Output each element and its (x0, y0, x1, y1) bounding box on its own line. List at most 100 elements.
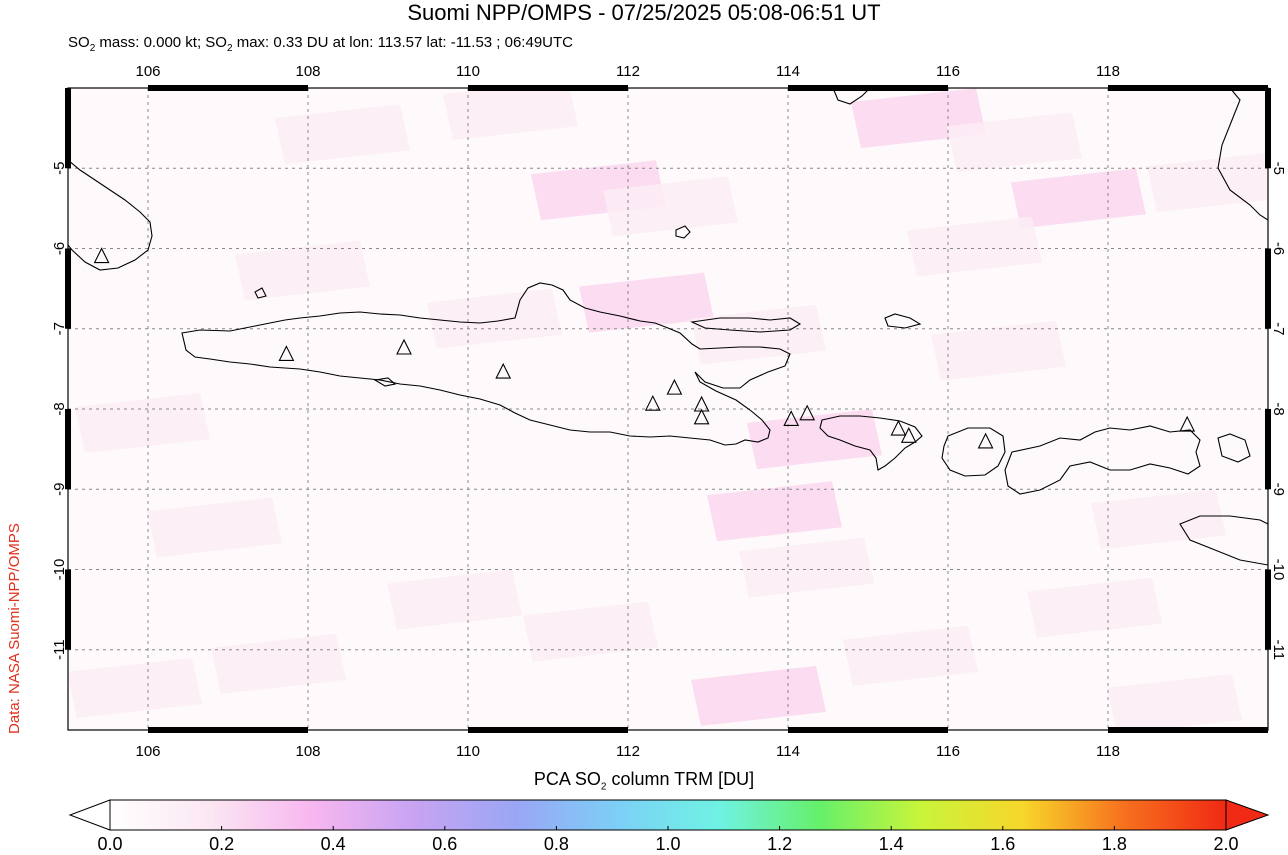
borneo-coastline (832, 88, 871, 105)
lon-tick-label: 114 (776, 63, 800, 80)
frame-bar (468, 85, 628, 91)
lon-tick-label: 118 (1096, 743, 1120, 760)
lat-tick-label: -10 (1270, 559, 1287, 581)
frame-ticks (65, 85, 1271, 733)
so2-cell (1091, 489, 1226, 550)
colorbar-tick-label: 1.6 (990, 834, 1016, 854)
lon-tick-label: 108 (295, 63, 320, 80)
lon-tick-label: 118 (1096, 63, 1120, 80)
so2-cell (747, 409, 882, 470)
colorbar-title: PCA SO2 column TRM [DU] (533, 769, 755, 793)
lat-tick-label: -9 (1270, 483, 1287, 496)
frame-bar (148, 85, 308, 91)
triangle-icon (900, 427, 917, 443)
colorbar-tick-label: 1.8 (1101, 834, 1127, 854)
sumbawa-coastline (1004, 425, 1201, 495)
lon-tick-label: 106 (135, 743, 160, 760)
java-coastline (181, 282, 791, 446)
so2-cell (147, 497, 282, 558)
triangle-icon (396, 338, 412, 355)
lombok-coastline (941, 427, 1006, 477)
so2-cell (523, 601, 658, 662)
frame-bar (468, 727, 628, 733)
triangle-icon (890, 419, 907, 436)
triangle-icon (783, 410, 800, 426)
so2-cell (1107, 673, 1242, 730)
frame-bar (1108, 727, 1268, 733)
lon-tick-label: 116 (936, 63, 960, 80)
lat-tick-label: -8 (51, 402, 68, 415)
so2-cell (275, 104, 410, 165)
triangle-icon (495, 362, 512, 379)
frame-bar (65, 248, 71, 329)
colorbar-tick-label: 1.2 (767, 834, 793, 854)
colorbar-tick-label: 0.6 (432, 834, 458, 854)
colorbar-tick-label: 0.2 (209, 834, 235, 854)
frame-bar (1108, 85, 1268, 91)
so2-cell (603, 176, 738, 237)
colorbar-low-arrow (68, 799, 111, 831)
so2-cell (75, 393, 210, 454)
so2-cell (427, 288, 562, 349)
gridlines (68, 88, 1268, 730)
so2-cell (1027, 577, 1162, 638)
lon-tick-label: 112 (616, 743, 640, 760)
so2-cell (931, 320, 1066, 381)
so2-cell (691, 665, 826, 726)
lon-tick-label: 108 (295, 743, 320, 760)
bali-coastline (819, 415, 923, 471)
frame-bar (788, 727, 948, 733)
triangle-icon (93, 247, 110, 264)
lat-tick-label: -5 (1270, 162, 1287, 175)
small-island (884, 313, 922, 329)
frame-bar (65, 88, 71, 169)
lon-tick-label: 110 (456, 63, 480, 80)
small-island (254, 287, 267, 299)
frame-bar (1265, 569, 1271, 650)
so2-cell (579, 272, 714, 333)
triangle-icon (799, 404, 816, 421)
frame-bar (1265, 248, 1271, 329)
so2-cell (843, 625, 978, 686)
so2-cell (387, 569, 522, 630)
madura-coastline (690, 317, 802, 333)
so2-cell (1147, 152, 1268, 213)
colorbar-tick-label: 1.4 (878, 834, 904, 854)
so2-cell (707, 481, 842, 542)
lat-tick-label: -7 (51, 322, 68, 335)
colorbar-tick-label: 2.0 (1213, 834, 1239, 854)
lon-tick-label: 114 (776, 743, 800, 760)
so2-cell (235, 240, 370, 301)
triangle-icon (644, 394, 661, 411)
colorbar (68, 799, 1270, 831)
lon-tick-label: 106 (135, 63, 160, 80)
so2-cell (1011, 168, 1146, 229)
lat-tick-label: -11 (51, 639, 68, 660)
so2-cell (739, 537, 874, 598)
so2-summary: SO2 mass: 0.000 kt; SO2 max: 0.33 DU at … (68, 34, 573, 54)
lat-tick-label: -9 (51, 483, 68, 496)
triangle-icon (278, 345, 295, 361)
colorbar-tick-label: 0.4 (320, 834, 346, 854)
so2-cell (443, 88, 578, 141)
axis-labels: 106 106 108 108 110 110 112 112 114 114 116 116 118 1… (51, 63, 1287, 760)
lat-tick-label: -6 (1270, 242, 1287, 255)
colorbar-gradient (109, 799, 1227, 831)
lon-tick-label: 112 (616, 63, 640, 80)
triangle-icon (666, 378, 683, 395)
triangle-icon (1179, 415, 1196, 432)
lon-tick-label: 110 (456, 743, 480, 760)
lon-tick-label: 116 (936, 743, 960, 760)
small-island (373, 377, 397, 387)
frame-bar (788, 85, 948, 91)
sumba-coastline (1179, 515, 1268, 566)
so2-cell (211, 633, 346, 694)
triangle-icon (977, 432, 994, 449)
small-island (1217, 433, 1251, 463)
so2-cell (947, 112, 1082, 173)
so2-retrieval-cells (68, 88, 1268, 730)
lat-tick-label: -6 (51, 242, 68, 255)
lat-tick-label: -5 (51, 162, 68, 175)
frame-bar (65, 409, 71, 490)
